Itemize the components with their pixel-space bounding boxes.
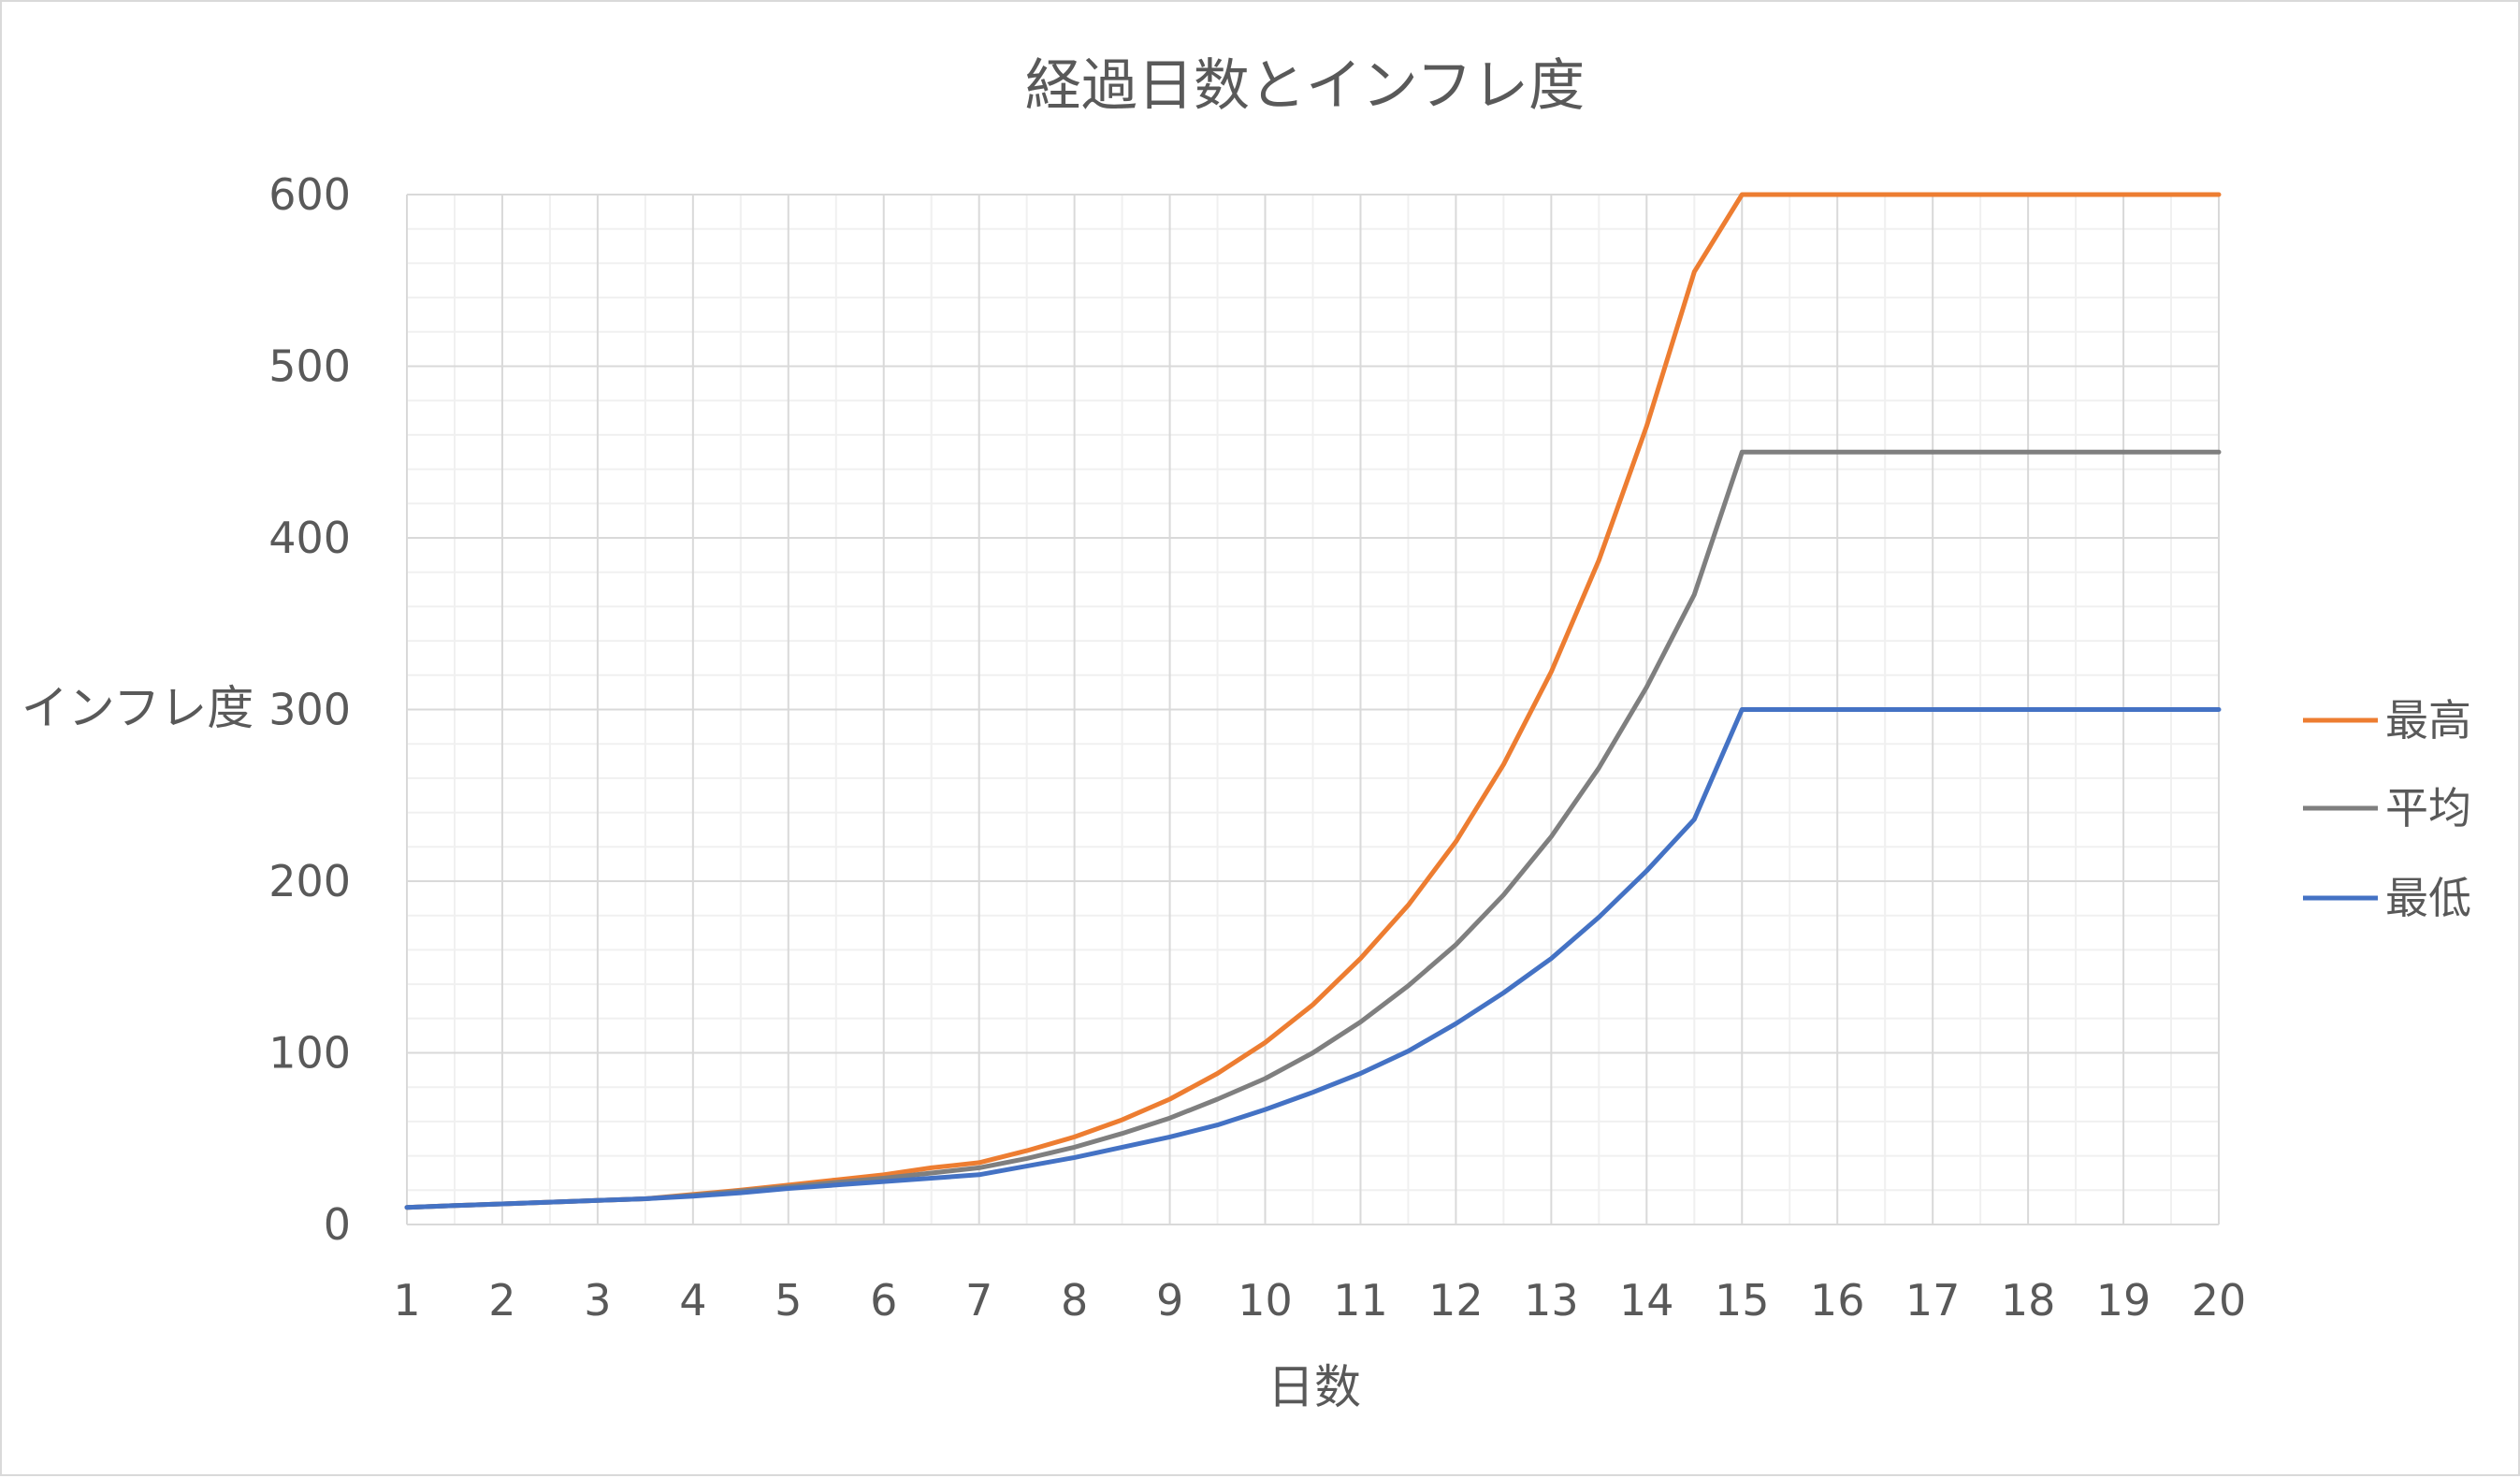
x-tick-label: 3 (584, 1275, 611, 1326)
y-tick-label: 0 (324, 1199, 351, 1250)
x-tick-label: 14 (1619, 1275, 1674, 1326)
series-lines (404, 192, 2222, 1210)
y-tick-label: 100 (268, 1028, 351, 1079)
x-tick-label: 6 (870, 1275, 897, 1326)
y-tick-label: 400 (268, 513, 351, 563)
x-tick-label: 12 (1428, 1275, 1484, 1326)
y-axis-title: インフレ度 (22, 681, 254, 735)
x-tick-labels: 1 2 3 4 5 6 7 8 9 10 11 12 13 14 15 16 17 18 19 20 (393, 1275, 2246, 1326)
x-axis-title: 日数 (1267, 1360, 1361, 1414)
x-tick-label: 4 (679, 1275, 706, 1326)
y-tick-label: 300 (268, 685, 351, 735)
chart-title: 経過日数とインフレ度 (1025, 53, 1585, 119)
x-tick-label: 5 (775, 1275, 802, 1326)
x-tick-label: 9 (1156, 1275, 1183, 1326)
x-tick-label: 15 (1715, 1275, 1770, 1326)
x-tick-label: 13 (1524, 1275, 1579, 1326)
x-tick-label: 2 (488, 1275, 515, 1326)
x-tick-label: 19 (2096, 1275, 2151, 1326)
x-tick-label: 18 (2001, 1275, 2056, 1326)
x-tick-label: 17 (1905, 1275, 1961, 1326)
x-tick-label: 11 (1333, 1275, 1388, 1326)
x-tick-label: 20 (2192, 1275, 2247, 1326)
y-tick-label: 200 (268, 856, 351, 906)
x-tick-label: 8 (1061, 1275, 1088, 1326)
legend-label: 最低 (2385, 873, 2471, 923)
x-tick-label: 7 (965, 1275, 992, 1326)
x-tick-label: 1 (393, 1275, 420, 1326)
y-tick-labels: 0 100 200 300 400 500 600 (268, 169, 351, 1250)
series-line-3 (404, 707, 2222, 1210)
legend-label: 最高 (2385, 695, 2471, 746)
y-tick-label: 600 (268, 169, 351, 220)
legend-label: 平均 (2385, 783, 2471, 833)
x-tick-label: 16 (1810, 1275, 1865, 1326)
x-tick-label: 10 (1238, 1275, 1293, 1326)
y-tick-label: 500 (268, 341, 351, 392)
major-gridlines (406, 194, 2220, 1225)
